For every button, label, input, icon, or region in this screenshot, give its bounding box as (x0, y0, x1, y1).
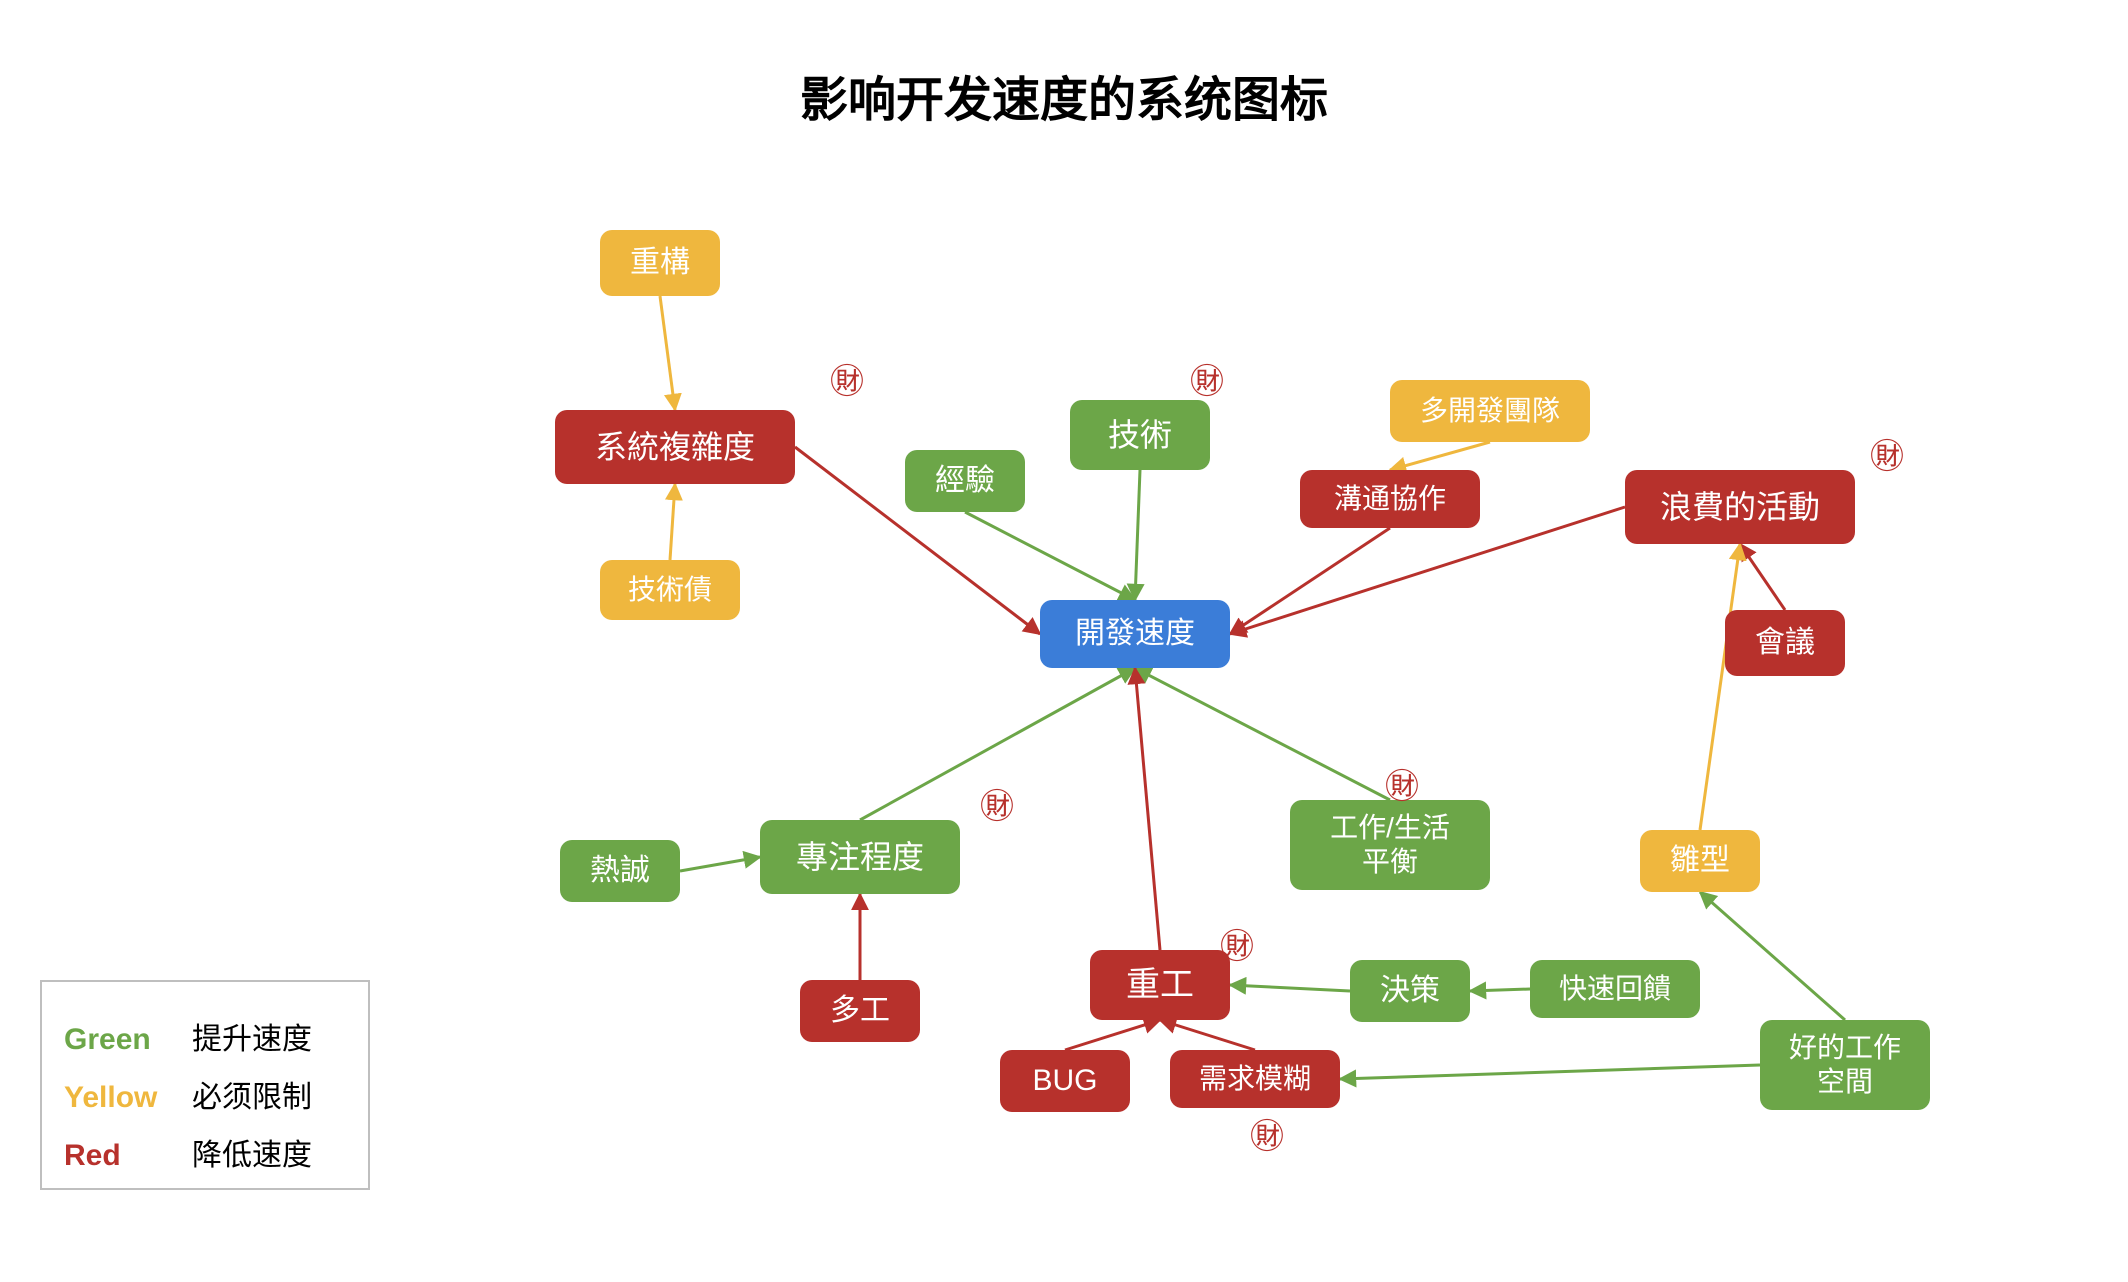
legend-row: Green 提升速度 (64, 1014, 342, 1058)
node-workspace: 好的工作 空間 (1760, 1020, 1930, 1110)
node-decision: 決策 (1350, 960, 1470, 1022)
node-waste: 浪費的活動 (1625, 470, 1855, 544)
decor-icon: ㊖ (1385, 770, 1419, 804)
legend-label: 必须限制 (192, 1072, 312, 1116)
decor-icon: ㊖ (1190, 365, 1224, 399)
node-communication: 溝通協作 (1300, 470, 1480, 528)
node-dev_speed: 開發速度 (1040, 600, 1230, 668)
node-passion: 熱誠 (560, 840, 680, 902)
legend-label: 提升速度 (192, 1014, 312, 1058)
node-tech: 技術 (1070, 400, 1210, 470)
decor-icon: ㊖ (830, 365, 864, 399)
legend-label: 降低速度 (192, 1130, 312, 1174)
legend-box: Green 提升速度 Yellow 必须限制 Red 降低速度 (40, 980, 370, 1190)
node-complexity: 系統複雜度 (555, 410, 795, 484)
node-meeting: 會議 (1725, 610, 1845, 676)
node-tech_debt: 技術債 (600, 560, 740, 620)
decor-icon: ㊖ (980, 790, 1014, 824)
node-multi_team: 多開發團隊 (1390, 380, 1590, 442)
node-feedback: 快速回饋 (1530, 960, 1700, 1018)
node-balance: 工作/生活 平衡 (1290, 800, 1490, 890)
decor-icon: ㊖ (1870, 440, 1904, 474)
node-multitask: 多工 (800, 980, 920, 1042)
node-focus: 專注程度 (760, 820, 960, 894)
node-refactor: 重構 (600, 230, 720, 296)
legend-row: Yellow 必须限制 (64, 1072, 342, 1116)
node-bug: BUG (1000, 1050, 1130, 1112)
node-experience: 經驗 (905, 450, 1025, 512)
node-prototype: 雛型 (1640, 830, 1760, 892)
legend-key: Green (64, 1023, 174, 1057)
legend-key: Yellow (64, 1081, 174, 1115)
legend-key: Red (64, 1139, 174, 1173)
node-unclear_req: 需求模糊 (1170, 1050, 1340, 1108)
node-rework: 重工 (1090, 950, 1230, 1020)
decor-icon: ㊖ (1250, 1120, 1284, 1154)
legend-row: Red 降低速度 (64, 1130, 342, 1174)
